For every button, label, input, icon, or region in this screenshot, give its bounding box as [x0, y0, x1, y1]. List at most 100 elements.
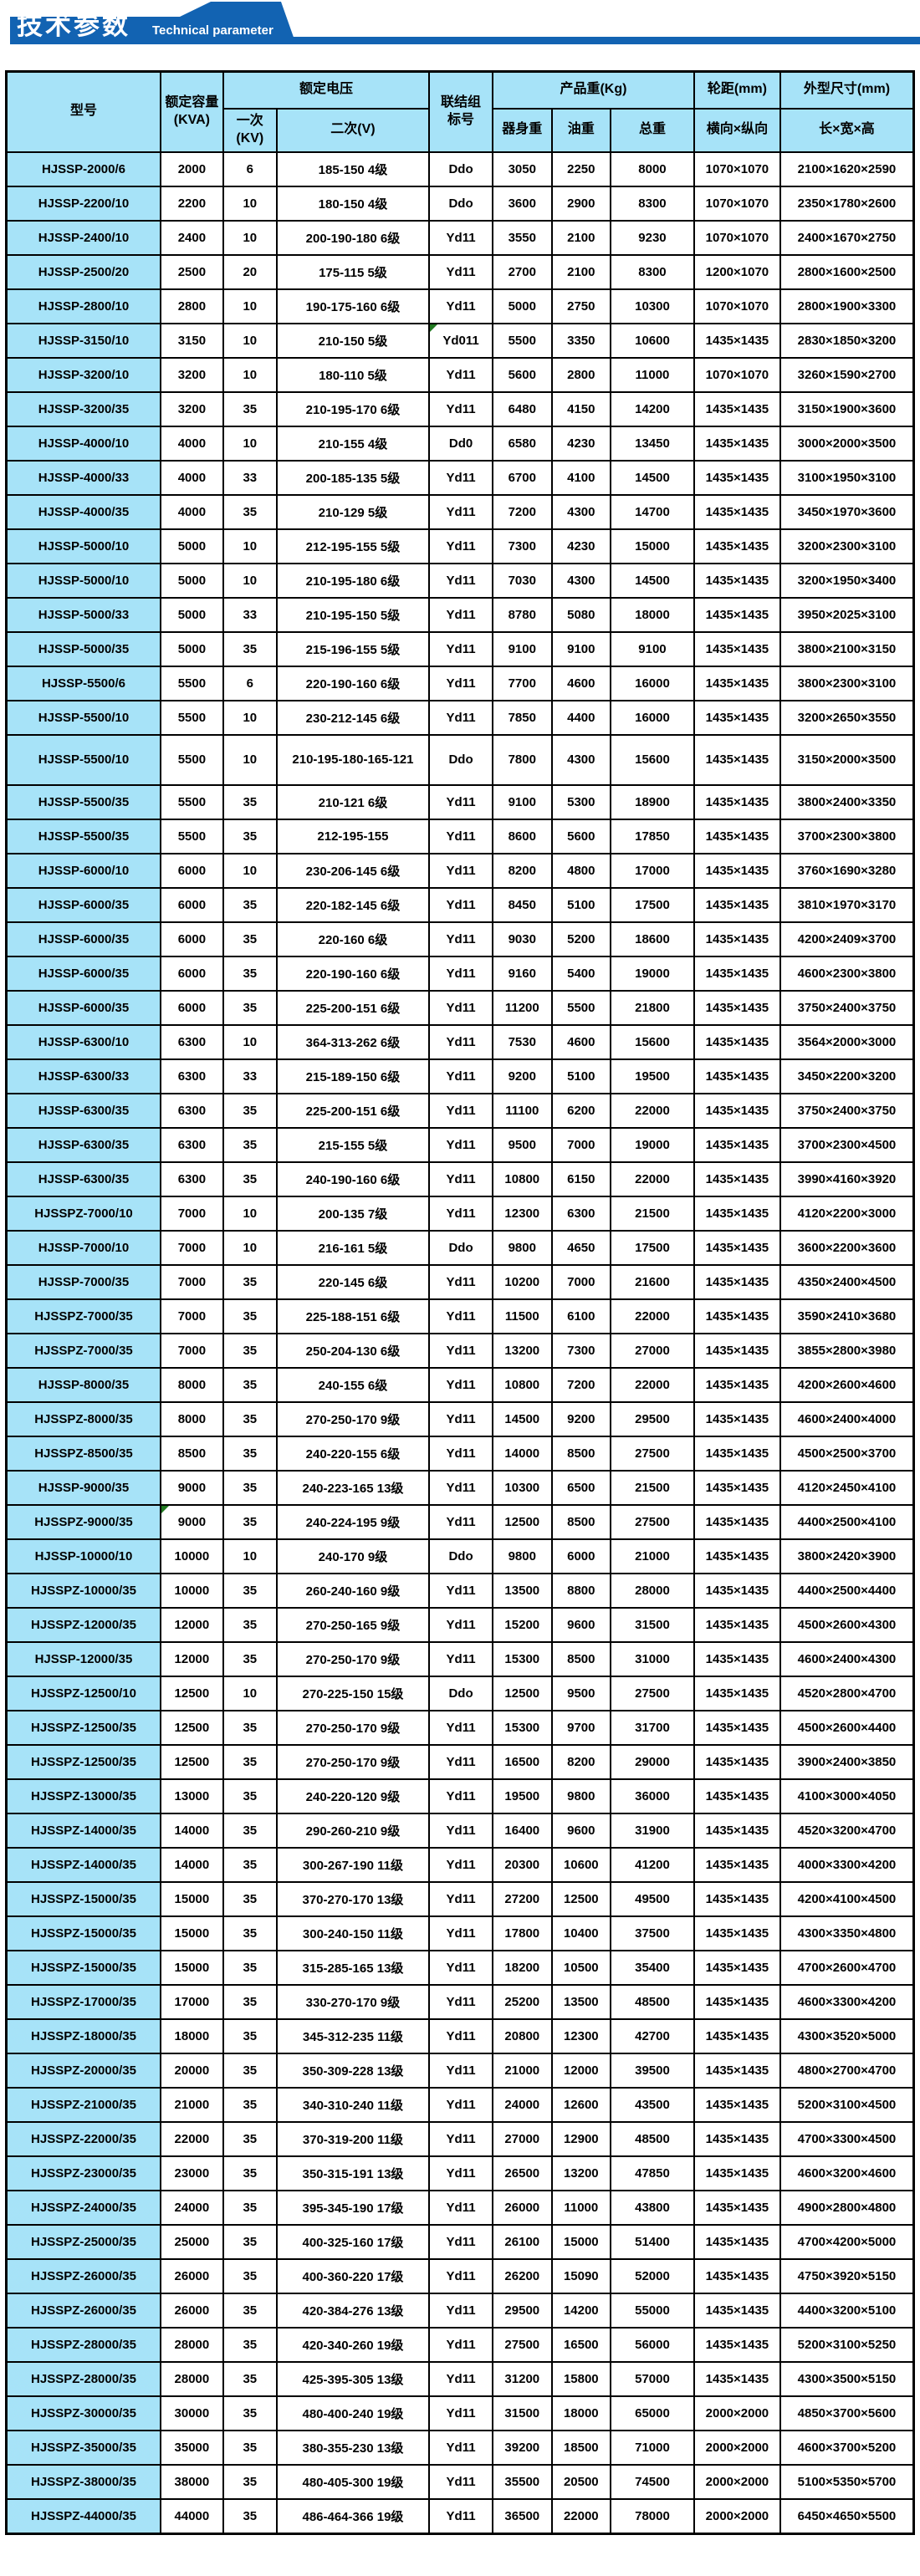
spec-cell: 9800	[492, 1229, 553, 1266]
spec-cell: 1435×1435	[693, 2257, 781, 2294]
model-cell: HJSSP-5000/35	[5, 630, 161, 667]
spec-cell: 7300	[550, 1332, 612, 1369]
spec-cell: Yd11	[428, 1778, 494, 1814]
model-cell: HJSSPZ-14000/35	[5, 1812, 161, 1849]
spec-cell: 1435×1435	[693, 493, 781, 530]
spec-cell: 3260×1590×2700	[779, 356, 915, 393]
table-row: HJSSP-5000/10 5000 10 210-195-180 6级 Yd11 703…	[5, 562, 915, 599]
spec-cell: 4120×2200×3000	[779, 1195, 915, 1232]
spec-cell: 3000×2000×3500	[779, 425, 915, 462]
spec-cell: Yd11	[428, 562, 494, 599]
spec-cell: Yd11	[428, 783, 494, 820]
spec-cell: 10600	[550, 1846, 612, 1883]
spec-cell: 400-325-160 17级	[275, 2223, 431, 2260]
spec-cell: 270-250-170 9级	[275, 1709, 431, 1746]
spec-cell: 4300×3500×5150	[779, 2360, 915, 2397]
spec-cell: 4600×3200×4600	[779, 2155, 915, 2191]
table-row: HJSSP-5500/10 5500 10 230-212-145 6级 Yd11 785…	[5, 699, 915, 736]
spec-cell: Yd11	[428, 1983, 494, 2020]
spec-cell: 240-170 9级	[275, 1538, 431, 1574]
model-cell: HJSSPZ-20000/35	[5, 2052, 161, 2089]
spec-cell: 5100	[550, 1058, 612, 1094]
spec-cell: 5200×3100×4500	[779, 2086, 915, 2123]
spec-cell: 4600	[550, 665, 612, 701]
spec-cell: 15600	[610, 733, 695, 786]
spec-cell: 4600	[550, 1023, 612, 1060]
spec-cell: 41200	[610, 1846, 695, 1883]
spec-cell: 35	[222, 2395, 278, 2431]
spec-cell: 270-250-170 9级	[275, 1640, 431, 1677]
spec-cell: 8800	[550, 1572, 612, 1609]
spec-cell: Yd11	[428, 1092, 494, 1129]
spec-cell: 1435×1435	[693, 2052, 781, 2089]
spec-cell: Ddo	[428, 733, 494, 786]
spec-cell: 7000	[159, 1298, 224, 1334]
spec-cell: 3900×2400×3850	[779, 1743, 915, 1780]
spec-cell: Yd11	[428, 2223, 494, 2260]
spec-cell: 29000	[610, 1743, 695, 1780]
model-cell: HJSSPZ-22000/35	[5, 2120, 161, 2157]
spec-cell: 33	[222, 596, 278, 633]
spec-cell: 1435×1435	[693, 2120, 781, 2157]
spec-cell: 31700	[610, 1709, 695, 1746]
spec-cell: 21000	[159, 2086, 224, 2123]
spec-cell: 4600×2400×4000	[779, 1400, 915, 1437]
spec-cell: 4700×3300×4500	[779, 2120, 915, 2157]
spec-cell: 1200×1070	[693, 253, 781, 290]
spec-cell: 29500	[492, 2292, 553, 2329]
spec-cell: Yd11	[428, 1298, 494, 1334]
spec-cell: 16000	[610, 699, 695, 736]
spec-cell: 7030	[492, 562, 553, 599]
spec-cell: Yd11	[428, 1606, 494, 1643]
model-cell: HJSSPZ-25000/35	[5, 2223, 161, 2260]
spec-cell: 1435×1435	[693, 1880, 781, 1917]
spec-cell: 13500	[550, 1983, 612, 2020]
spec-cell: 35	[222, 2120, 278, 2157]
table-row: HJSSPZ-12500/10 12500 10 270-225-150 15级 Ddo…	[5, 1675, 915, 1711]
spec-cell: 350-309-228 13级	[275, 2052, 431, 2089]
spec-cell: 3200×2650×3550	[779, 699, 915, 736]
spec-cell: 220-190-160 6级	[275, 665, 431, 701]
spec-cell: 11200	[492, 989, 553, 1026]
model-cell: HJSSP-2200/10	[5, 185, 161, 222]
spec-cell: 17500	[610, 1229, 695, 1266]
spec-cell: Ddo	[428, 1229, 494, 1266]
col-header-rated-voltage: 额定电压	[222, 70, 431, 110]
spec-cell: 35	[222, 1880, 278, 1917]
spec-cell: 8450	[492, 886, 553, 923]
spec-cell: 4000	[159, 425, 224, 462]
model-cell: HJSSPZ-24000/35	[5, 2189, 161, 2226]
spec-cell: 15000	[610, 528, 695, 564]
spec-cell: 9200	[550, 1400, 612, 1437]
spec-cell: 31500	[610, 1606, 695, 1643]
spec-cell: 7000	[550, 1263, 612, 1300]
spec-cell: Yd11	[428, 459, 494, 496]
spec-cell: 7200	[492, 493, 553, 530]
model-cell: HJSSP-7000/35	[5, 1263, 161, 1300]
spec-cell: Yd11	[428, 2360, 494, 2397]
spec-cell: 240-155 6级	[275, 1366, 431, 1403]
spec-cell: 2100	[550, 219, 612, 256]
model-cell: HJSSP-7000/10	[5, 1229, 161, 1266]
spec-cell: Yd11	[428, 1400, 494, 1437]
model-cell: HJSSPZ-21000/35	[5, 2086, 161, 2123]
spec-cell: Yd11	[428, 1160, 494, 1197]
spec-cell: 5300	[550, 783, 612, 820]
spec-cell: 10	[222, 1195, 278, 1232]
spec-cell: 5200	[550, 921, 612, 957]
spec-cell: 210-121 6级	[275, 783, 431, 820]
spec-cell: 18500	[550, 2429, 612, 2466]
model-cell: HJSSP-12000/35	[5, 1640, 161, 1677]
table-row: HJSSPZ-18000/35 18000 35 345-312-235 11级 Yd1…	[5, 2017, 915, 2054]
spec-cell: 42700	[610, 2017, 695, 2054]
spec-cell: 9200	[492, 1058, 553, 1094]
spec-cell: 35	[222, 2155, 278, 2191]
banner-ribbon-main	[10, 2, 296, 44]
spec-cell: 370-270-170 13级	[275, 1880, 431, 1917]
spec-cell: 10	[222, 852, 278, 889]
table-row: HJSSP-7000/10 7000 10 216-161 5级 Ddo 9800 4650…	[5, 1229, 915, 1266]
col-header-total-weight: 总重	[610, 107, 695, 153]
spec-cell: 15000	[550, 2223, 612, 2260]
model-cell: HJSSPZ-17000/35	[5, 1983, 161, 2020]
spec-cell: 6300	[159, 1092, 224, 1129]
